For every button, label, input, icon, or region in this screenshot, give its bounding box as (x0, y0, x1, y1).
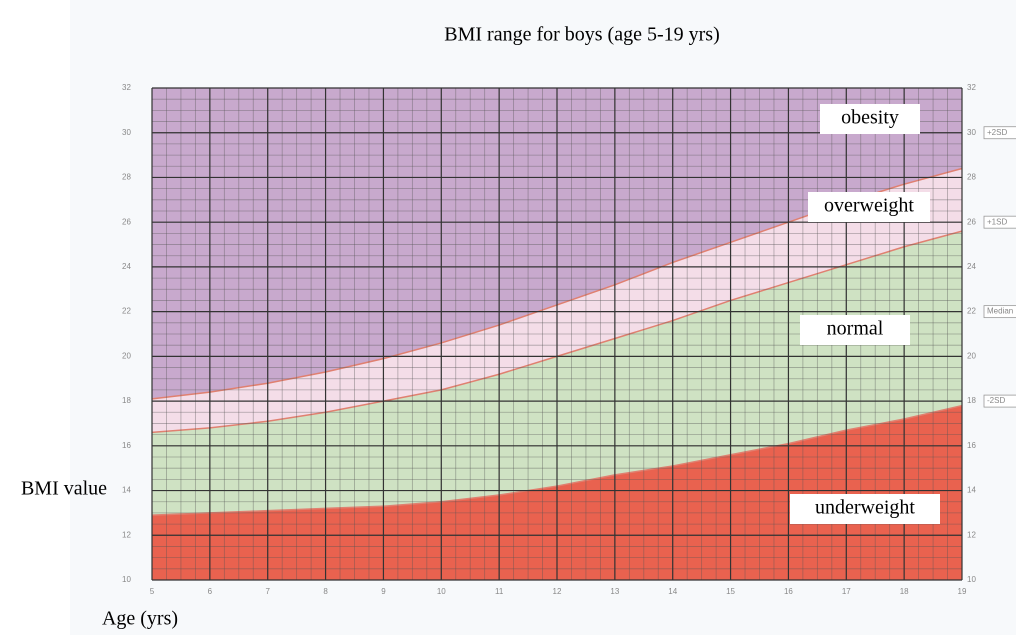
x-tick-label: 17 (842, 587, 851, 596)
y-tick-label: 12 (122, 530, 131, 539)
x-tick-label: 9 (381, 587, 386, 596)
x-tick-label: 10 (437, 587, 446, 596)
y2-tick-label: 32 (967, 83, 976, 92)
sd-label-box (983, 305, 1016, 319)
y-tick-label: 32 (122, 83, 131, 92)
band-label: obesity (841, 107, 899, 129)
sd-label-box (983, 394, 1016, 408)
y2-tick-label: 14 (967, 486, 976, 495)
x-tick-label: 15 (726, 587, 735, 596)
y-tick-label: 30 (122, 128, 131, 137)
x-tick-label: 11 (495, 587, 504, 596)
band-label-box (790, 494, 940, 524)
band-label-box (820, 104, 920, 134)
x-tick-label: 19 (958, 587, 967, 596)
sd-label: Median (987, 307, 1013, 316)
band-label: overweight (824, 195, 914, 217)
y-tick-label: 22 (122, 307, 131, 316)
band-label-box (808, 192, 930, 222)
sd-label: +1SD (987, 217, 1007, 226)
y2-tick-label: 10 (967, 575, 976, 584)
sd-label: -2SD (987, 396, 1005, 405)
y-tick-label: 28 (122, 173, 131, 182)
y2-tick-label: 22 (967, 307, 976, 316)
y-tick-label: 24 (122, 262, 131, 271)
y2-tick-label: 18 (967, 396, 976, 405)
y2-tick-label: 26 (967, 217, 976, 226)
band-label: underweight (815, 497, 915, 519)
band-label: normal (827, 318, 884, 340)
y-tick-label: 10 (122, 575, 131, 584)
x-tick-label: 7 (265, 587, 270, 596)
y2-tick-label: 20 (967, 351, 976, 360)
y2-tick-label: 16 (967, 441, 976, 450)
x-tick-label: 16 (784, 587, 793, 596)
y-axis-label: BMI value (21, 478, 107, 500)
sd-label-box (983, 126, 1016, 140)
sd-label: +2SD (987, 128, 1007, 137)
y2-tick-label: 28 (967, 173, 976, 182)
x-tick-label: 13 (610, 587, 619, 596)
y2-tick-label: 12 (967, 530, 976, 539)
y-tick-label: 18 (122, 396, 131, 405)
x-tick-label: 8 (323, 587, 328, 596)
x-tick-label: 5 (150, 587, 155, 596)
x-tick-label: 12 (553, 587, 562, 596)
x-tick-label: 14 (668, 587, 677, 596)
y-tick-label: 20 (122, 351, 131, 360)
band-label-box (800, 315, 910, 345)
y2-tick-label: 30 (967, 128, 976, 137)
x-tick-label: 18 (900, 587, 909, 596)
y-tick-label: 26 (122, 217, 131, 226)
y2-tick-label: 24 (967, 262, 976, 271)
chart-title: BMI range for boys (age 5-19 yrs) (444, 24, 719, 46)
sd-label-box (983, 215, 1016, 229)
y-tick-label: 14 (122, 486, 131, 495)
x-axis-label: Age (yrs) (102, 608, 178, 630)
y-tick-label: 16 (122, 441, 131, 450)
x-tick-label: 6 (208, 587, 213, 596)
